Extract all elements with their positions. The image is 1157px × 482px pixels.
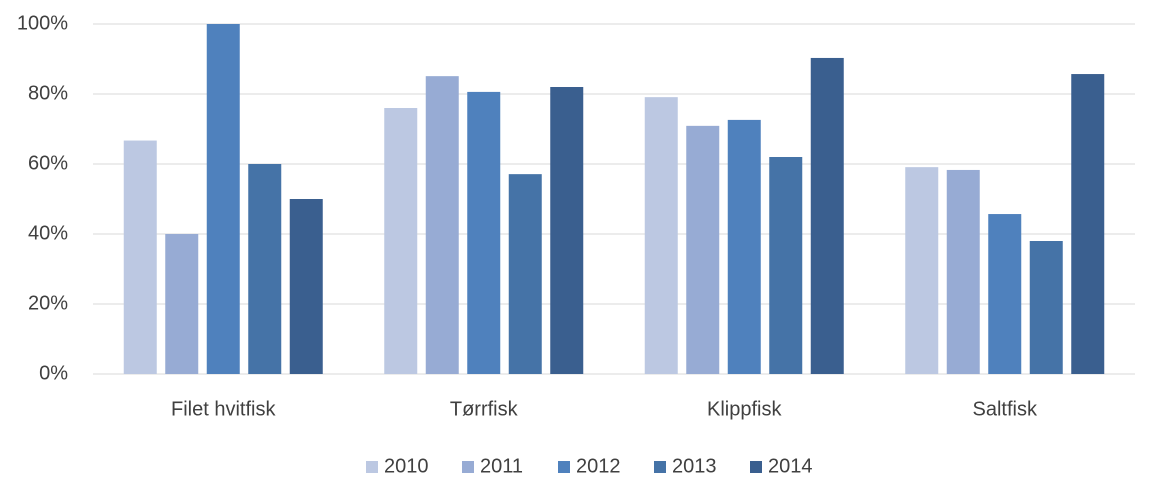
bar bbox=[946, 169, 980, 374]
bar bbox=[123, 140, 157, 374]
x-tick-label: Saltfisk bbox=[973, 398, 1038, 420]
bar bbox=[248, 164, 282, 374]
legend-swatch bbox=[366, 461, 378, 473]
x-tick-label: Klippfisk bbox=[707, 398, 782, 420]
legend-swatch bbox=[558, 461, 570, 473]
legend-label: 2014 bbox=[768, 455, 813, 477]
y-tick-label: 20% bbox=[28, 292, 68, 314]
legend-label: 2011 bbox=[480, 455, 523, 477]
y-tick-label: 100% bbox=[17, 12, 68, 34]
bar bbox=[425, 76, 459, 375]
bar bbox=[550, 87, 584, 374]
y-tick-label: 40% bbox=[28, 222, 68, 244]
legend-swatch bbox=[654, 461, 666, 473]
bar bbox=[727, 119, 761, 375]
bar bbox=[905, 167, 939, 374]
x-tick-label: Tørrfisk bbox=[450, 398, 519, 420]
bar bbox=[1071, 74, 1105, 375]
bar bbox=[165, 234, 199, 374]
bar bbox=[1029, 241, 1063, 374]
bar bbox=[206, 24, 240, 374]
legend-label: 2010 bbox=[384, 455, 429, 477]
bar bbox=[686, 125, 720, 374]
legend-swatch bbox=[462, 461, 474, 473]
bar bbox=[810, 57, 844, 374]
legend-swatch bbox=[750, 461, 762, 473]
y-tick-label: 0% bbox=[39, 362, 68, 384]
bar bbox=[289, 199, 323, 374]
legend-label: 2013 bbox=[672, 455, 717, 477]
y-tick-label: 60% bbox=[28, 152, 68, 174]
legend-label: 2012 bbox=[576, 455, 621, 477]
y-tick-label: 80% bbox=[28, 82, 68, 104]
x-tick-label: Filet hvitfisk bbox=[171, 398, 276, 420]
bar bbox=[384, 108, 418, 374]
bar bbox=[988, 214, 1022, 374]
bar bbox=[467, 91, 501, 375]
bar bbox=[644, 97, 678, 375]
bar bbox=[769, 157, 803, 374]
bar bbox=[508, 174, 542, 374]
